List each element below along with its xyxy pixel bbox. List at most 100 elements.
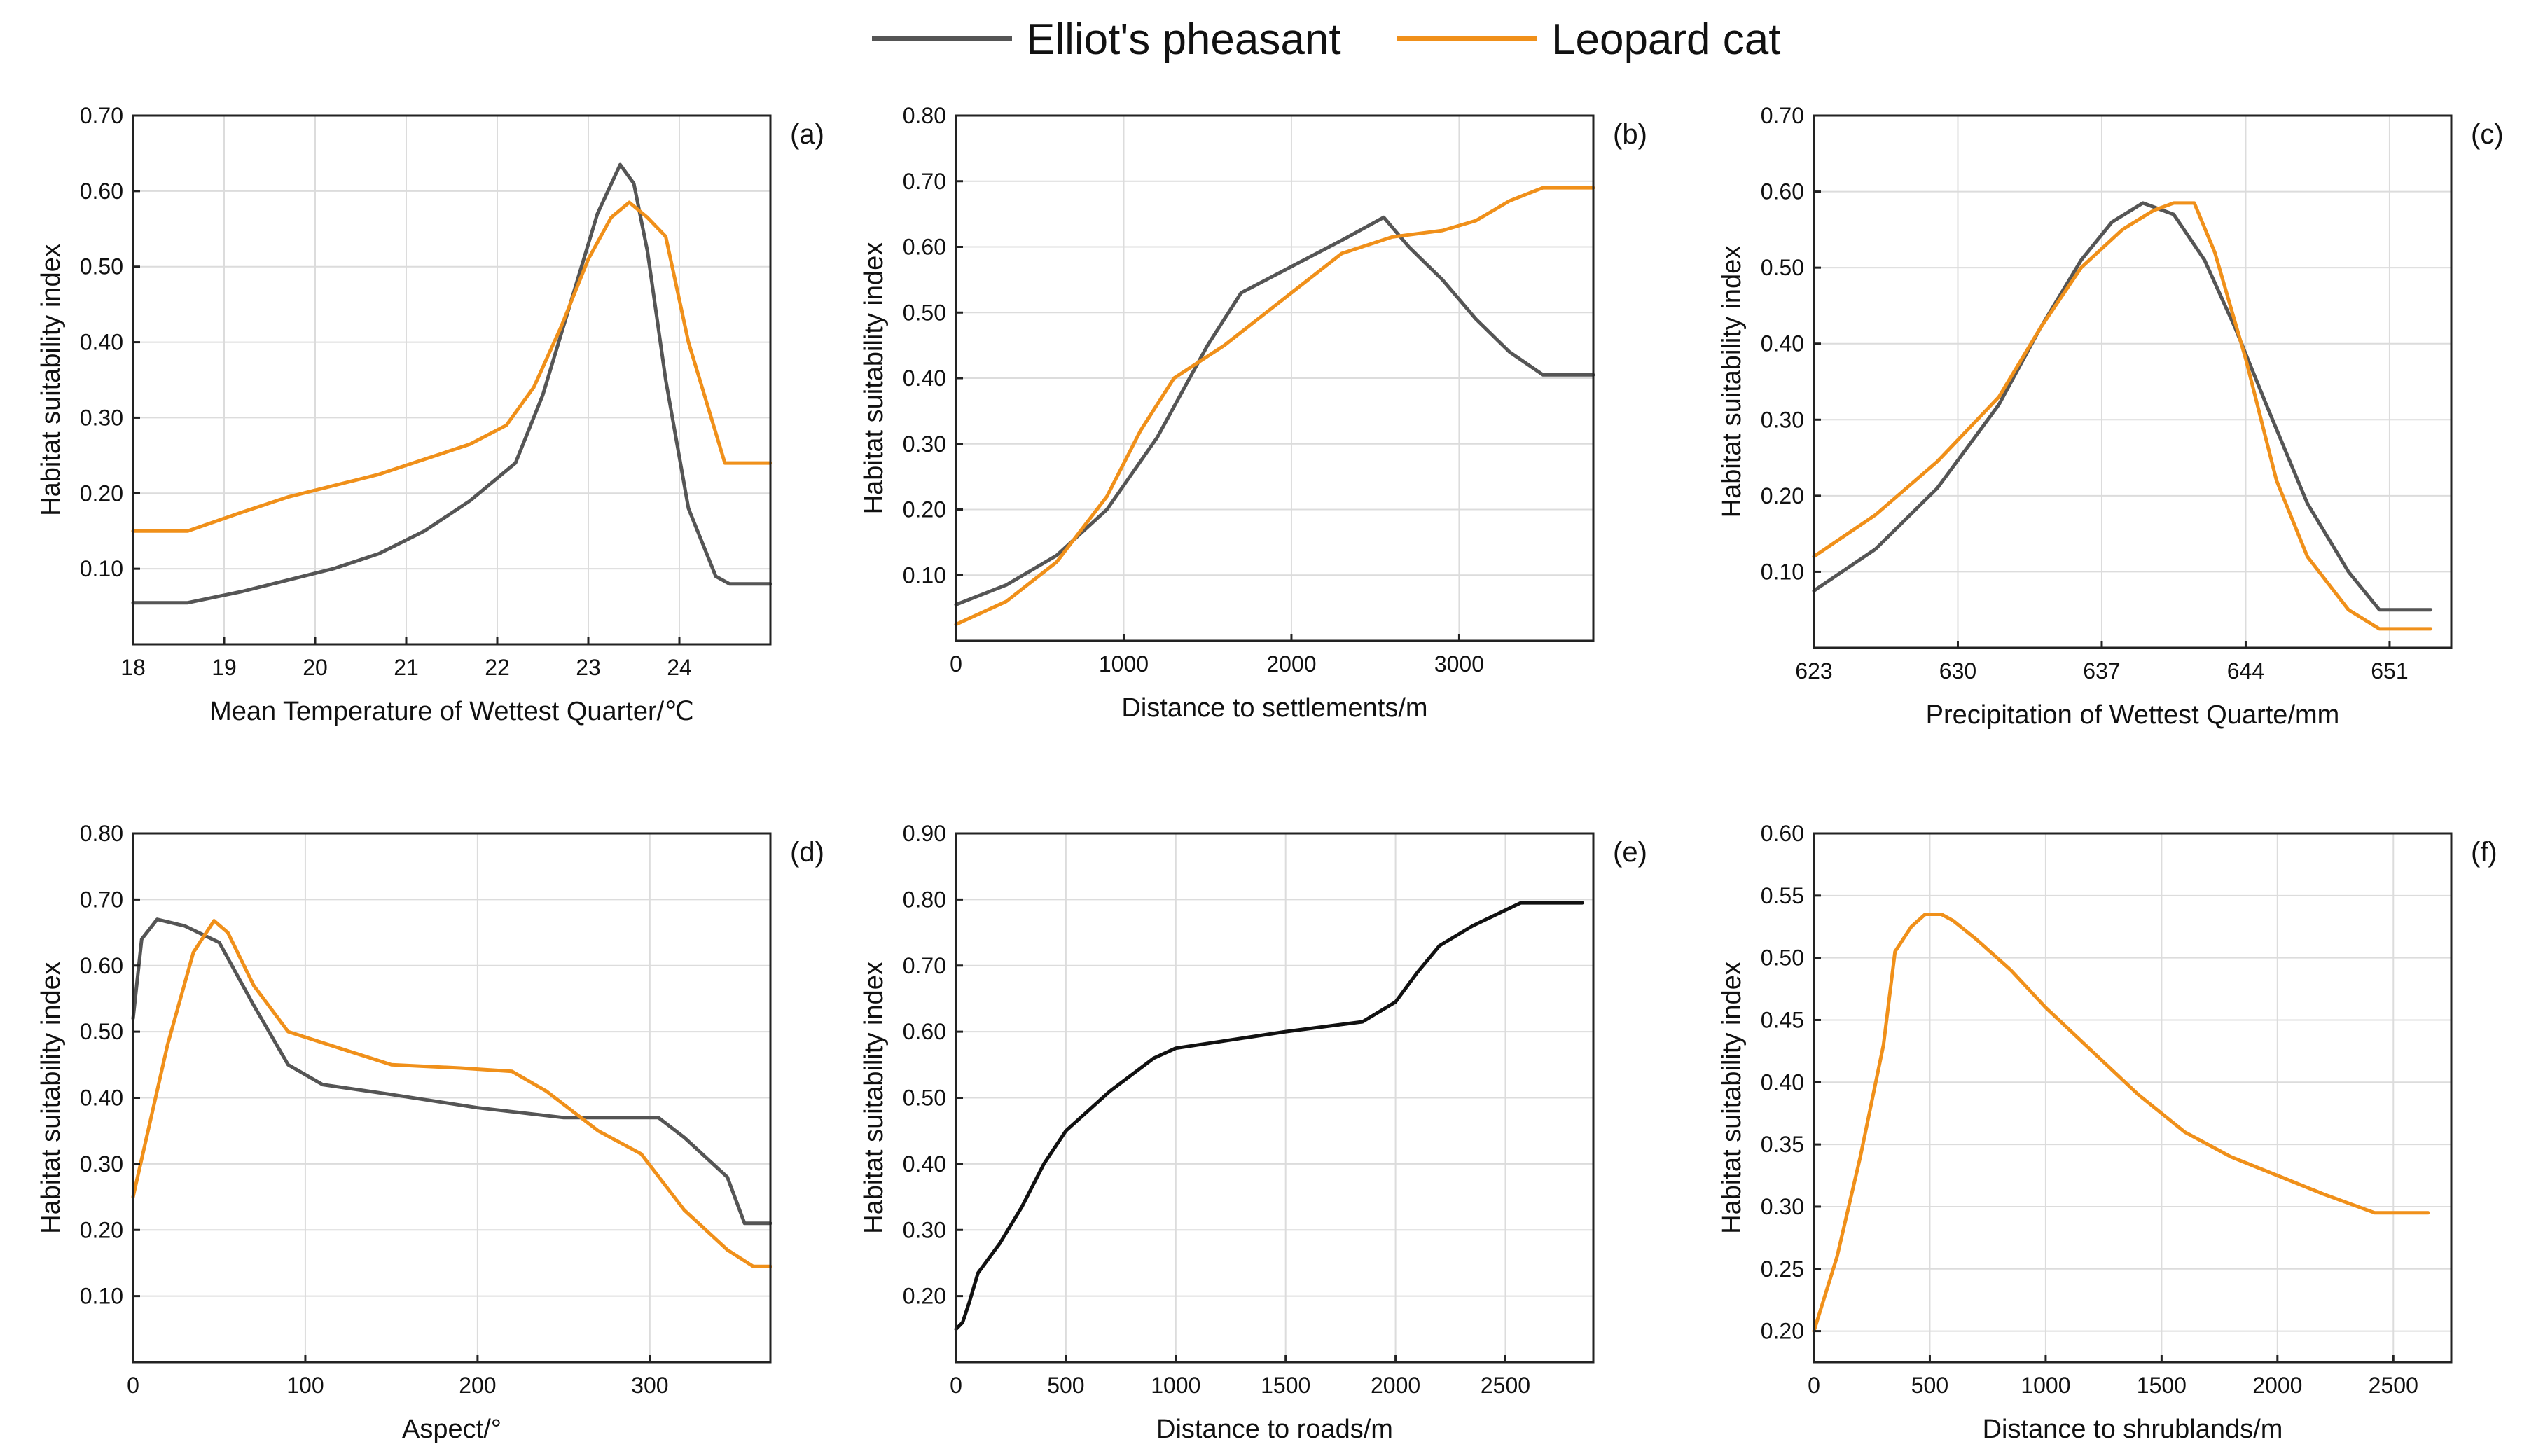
y-tick-label: 0.70 xyxy=(80,103,123,128)
series-line-habitat-suitability xyxy=(954,901,1584,1331)
y-tick-label: 0.30 xyxy=(903,431,946,457)
y-tick-label: 0.60 xyxy=(1761,179,1804,204)
panel-tag: (c) xyxy=(2471,119,2504,150)
x-axis-label: Aspect/° xyxy=(402,1415,501,1444)
x-tick-label: 3000 xyxy=(1434,651,1484,677)
y-tick-label: 0.20 xyxy=(903,1284,946,1309)
panel-tag: (e) xyxy=(1613,837,1647,868)
y-axis-label: Habitat suitability index xyxy=(1717,246,1747,518)
x-tick-label: 0 xyxy=(950,651,962,677)
y-tick-label: 0.50 xyxy=(80,1019,123,1044)
series-line-leopard-cat xyxy=(131,200,772,533)
y-tick-label: 0.70 xyxy=(1761,103,1804,128)
y-tick-label: 0.20 xyxy=(903,497,946,522)
x-tick-label: 1000 xyxy=(1151,1373,1200,1398)
x-tick-label: 24 xyxy=(667,655,692,680)
x-tick-label: 623 xyxy=(1795,658,1832,684)
y-tick-label: 0.80 xyxy=(903,887,946,912)
y-tick-label: 0.70 xyxy=(903,953,946,978)
x-tick-label: 2000 xyxy=(1266,651,1316,677)
panel-tag: (d) xyxy=(790,837,824,868)
x-tick-label: 1500 xyxy=(1261,1373,1310,1398)
plot-frame xyxy=(1813,114,2453,649)
y-tick-label: 0.30 xyxy=(1761,1194,1804,1219)
panel-c: 623 630 637 644 651 0.10 0.20 0.30 0.40 0.50 0.60 0… xyxy=(1717,103,2504,730)
x-tick-label: 1000 xyxy=(2021,1373,2070,1398)
series-line-leopard-cat xyxy=(954,186,1595,627)
y-tick-label: 0.30 xyxy=(80,405,123,430)
x-tick-label: 2000 xyxy=(1371,1373,1420,1398)
panel-b: 0 1000 2000 3000 0.10 0.20 0.30 0.40 0.50 0.60 0.7… xyxy=(859,103,1647,723)
y-tick-label: 0.10 xyxy=(1761,559,1804,584)
x-tick-label: 630 xyxy=(1939,658,1976,684)
y-tick-label: 0.40 xyxy=(80,330,123,355)
panel-d: 0 100 200 300 0.10 0.20 0.30 0.40 0.50 0.60 0.70 0.… xyxy=(36,821,824,1444)
y-tick-label: 0.20 xyxy=(80,480,123,506)
x-tick-label: 23 xyxy=(576,655,601,680)
y-tick-label: 0.20 xyxy=(1761,1319,1804,1344)
y-tick-label: 0.90 xyxy=(903,821,946,846)
y-tick-label: 0.60 xyxy=(80,179,123,204)
series-line-leopard-cat xyxy=(1812,201,2433,631)
y-tick-label: 0.10 xyxy=(903,562,946,588)
x-tick-label: 500 xyxy=(1911,1373,1948,1398)
y-tick-label: 0.35 xyxy=(1761,1132,1804,1157)
x-tick-label: 644 xyxy=(2227,658,2264,684)
panel-a: 18 19 20 21 22 23 24 0.10 0.20 0.30 0.40 0.50 0.60 0.… xyxy=(36,103,824,726)
y-tick-label: 0.50 xyxy=(1761,945,1804,971)
x-tick-label: 18 xyxy=(120,655,146,680)
y-tick-label: 0.40 xyxy=(903,366,946,391)
x-tick-label: 637 xyxy=(2083,658,2120,684)
x-tick-label: 300 xyxy=(631,1373,668,1398)
x-axis-label: Distance to shrublands/m xyxy=(1983,1415,2283,1444)
x-axis-label: Distance to roads/m xyxy=(1156,1415,1393,1444)
x-tick-label: 19 xyxy=(212,655,237,680)
y-axis-label: Habitat suitability index xyxy=(1717,962,1747,1234)
y-tick-label: 0.70 xyxy=(903,169,946,194)
y-tick-label: 0.10 xyxy=(80,556,123,581)
y-tick-label: 0.50 xyxy=(1761,255,1804,280)
x-tick-label: 200 xyxy=(459,1373,496,1398)
y-tick-label: 0.10 xyxy=(80,1284,123,1309)
series-line-elliot-s-pheasant xyxy=(131,917,772,1226)
y-tick-label: 0.80 xyxy=(80,821,123,846)
y-axis-label: Habitat suitability index xyxy=(859,962,889,1234)
y-tick-label: 0.45 xyxy=(1761,1007,1804,1032)
y-axis-label: Habitat suitability index xyxy=(36,244,66,516)
y-tick-label: 0.30 xyxy=(903,1217,946,1242)
x-tick-label: 500 xyxy=(1047,1373,1084,1398)
y-tick-label: 0.50 xyxy=(80,254,123,279)
series-line-elliot-s-pheasant xyxy=(954,215,1595,606)
y-tick-label: 0.60 xyxy=(80,953,123,978)
plot-frame xyxy=(1813,832,2453,1364)
panel-tag: (a) xyxy=(790,119,824,150)
panel-tag: (b) xyxy=(1613,119,1647,150)
x-tick-label: 20 xyxy=(303,655,328,680)
y-tick-label: 0.40 xyxy=(903,1151,946,1177)
series-line-leopard-cat xyxy=(1812,913,2430,1333)
x-tick-label: 0 xyxy=(127,1373,139,1398)
y-tick-label: 0.60 xyxy=(1761,821,1804,846)
y-axis-label: Habitat suitability index xyxy=(36,962,66,1234)
x-tick-label: 2500 xyxy=(1481,1373,1530,1398)
legend: Elliot's pheasant Leopard cat xyxy=(872,15,1780,64)
y-tick-label: 0.25 xyxy=(1761,1256,1804,1282)
panel-tag: (f) xyxy=(2471,837,2497,868)
y-tick-label: 0.20 xyxy=(1761,483,1804,508)
x-tick-label: 1000 xyxy=(1099,651,1149,677)
y-tick-label: 0.60 xyxy=(903,235,946,260)
legend-label-leopard-cat: Leopard cat xyxy=(1551,15,1780,64)
y-tick-label: 0.40 xyxy=(1761,331,1804,356)
x-axis-label: Distance to settlements/m xyxy=(1121,693,1427,723)
series-line-leopard-cat xyxy=(131,919,772,1268)
y-tick-label: 0.50 xyxy=(903,1086,946,1111)
y-tick-label: 0.30 xyxy=(1761,407,1804,432)
y-tick-label: 0.55 xyxy=(1761,883,1804,908)
y-axis-label: Habitat suitability index xyxy=(859,242,889,515)
panel-e: 0 500 1000 1500 2000 2500 0.20 0.30 0.40 0.50 0.60… xyxy=(859,821,1647,1444)
plot-frame xyxy=(132,114,772,646)
y-tick-label: 0.30 xyxy=(80,1151,123,1177)
x-tick-label: 0 xyxy=(950,1373,962,1398)
y-tick-label: 0.80 xyxy=(903,103,946,128)
